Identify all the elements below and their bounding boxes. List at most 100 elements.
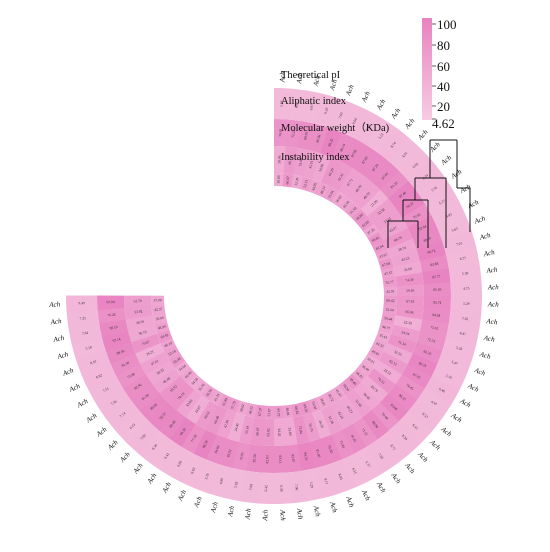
cell-value-label: 5.29 — [309, 481, 314, 488]
leaf-label: Ach — [416, 450, 430, 465]
heatmap-cell — [227, 412, 246, 442]
heatmap-cell — [299, 400, 313, 416]
heatmap-cell — [274, 119, 289, 147]
cell-value-label: 83.68 — [430, 262, 439, 268]
cell-value-label: 75.93 — [412, 212, 421, 220]
heatmap-cell — [338, 168, 363, 197]
cell-value-label: 60.70 — [288, 156, 293, 165]
heatmap-cell — [387, 334, 417, 354]
heatmap-cell — [321, 157, 343, 187]
cell-value-label: 40.23 — [346, 405, 354, 414]
heatmap-cell — [371, 338, 388, 353]
leaf-label: Ach — [344, 494, 356, 508]
leaf-label: Ach — [375, 97, 388, 112]
leaf-label: Ach — [56, 350, 70, 361]
cell-value-label: 8.47 — [459, 331, 466, 336]
heatmap-cell — [302, 150, 321, 180]
cell-value-label: 7.21 — [79, 316, 86, 321]
heatmap-cell — [105, 399, 140, 432]
cell-value-label: 7.01 — [456, 241, 463, 247]
cell-value-label: 62.12 — [389, 359, 398, 367]
heatmap-cell — [353, 446, 383, 482]
cell-value-label: 66.86 — [405, 310, 414, 315]
cell-value-label: 87.00 — [361, 156, 369, 165]
ring-legend: Theoretical pI Aliphatic index Molecular… — [281, 70, 390, 163]
heatmap-cell — [123, 295, 152, 308]
heatmap-cell — [287, 88, 308, 122]
cell-value-label: 63.02 — [266, 428, 270, 436]
heatmap-cell — [282, 173, 294, 188]
cell-value-label: 82.33 — [423, 350, 432, 357]
heatmap-cell — [320, 127, 343, 158]
cell-value-label: 37.16 — [366, 227, 375, 235]
heatmap-cell — [424, 376, 460, 406]
heatmap-cell — [431, 363, 467, 391]
heatmap-cell — [398, 410, 433, 444]
cell-value-label: 98.72 — [427, 249, 436, 255]
cell-value-label: 87.25 — [412, 372, 421, 380]
cell-value-label: 6.56 — [151, 443, 158, 451]
heatmap-cell — [164, 446, 194, 482]
heatmap-cell — [232, 441, 251, 471]
cell-value-label: 49.81 — [371, 349, 380, 357]
heatmap-cell — [323, 389, 339, 406]
cell-value-label: 5.39 — [462, 271, 469, 276]
cell-value-label: 72.22 — [291, 129, 296, 138]
heatmap-cell — [128, 324, 158, 343]
ring-label-instability-index: Instability index — [281, 152, 350, 163]
leaf-label: Ach — [403, 461, 417, 476]
cell-value-label: 4.75 — [463, 287, 470, 291]
cell-value-label: 42.91 — [386, 289, 394, 293]
heatmap-cell — [360, 375, 389, 403]
colorbar-tick-label-20: 20 — [437, 99, 450, 114]
heatmap-cell — [341, 103, 369, 139]
cell-value-label: 67.61 — [406, 299, 414, 303]
leaf-label: Ach — [485, 317, 498, 326]
cell-value-label: 56.44 — [384, 316, 393, 322]
leaf-label: Ach — [360, 488, 372, 503]
leaf-label: Ach — [458, 397, 473, 410]
heatmap-cell — [88, 375, 124, 405]
cell-value-label: 6.42 — [163, 452, 170, 460]
heatmap-cell — [282, 404, 294, 419]
heatmap-cell — [158, 409, 186, 440]
cell-value-label: 50.56 — [205, 388, 213, 397]
colorbar-gradient — [422, 18, 432, 120]
heatmap-cell — [285, 444, 302, 473]
heatmap-cell — [312, 153, 332, 183]
cell-value-label: 5.78 — [204, 473, 210, 480]
cell-value-label: 64.48 — [213, 415, 220, 424]
heatmap-cell — [179, 453, 207, 489]
cell-value-label: 30.06 — [277, 155, 281, 163]
leaf-label: Ach — [449, 411, 464, 425]
heatmap-cell — [261, 418, 274, 447]
cell-value-label: 43.16 — [342, 200, 350, 209]
cell-value-label: 81.33 — [390, 181, 399, 190]
heatmap-cell — [314, 464, 339, 499]
leaf-label: Ach — [482, 248, 496, 258]
cell-value-label: 8.10 — [90, 359, 97, 365]
heatmap-cell — [367, 368, 396, 394]
cell-value-label: 81.38 — [121, 361, 130, 368]
cell-value-label: 70.15 — [377, 377, 386, 385]
heatmap-cell — [417, 173, 452, 204]
heatmap-cell — [422, 268, 451, 285]
cell-value-label: 8.00 — [337, 473, 343, 480]
cell-value-label: 66.82 — [294, 406, 300, 415]
cell-value-label: 5.27 — [438, 199, 446, 206]
cell-value-label: 53.92 — [134, 309, 143, 314]
heatmap-cell — [125, 314, 155, 332]
heatmap-rings — [65, 88, 483, 505]
cell-value-label: 74.30 — [405, 278, 414, 283]
cell-value-label: 6.51 — [351, 467, 357, 475]
cell-value-label: 51.04 — [298, 158, 304, 167]
heatmap-cell — [201, 384, 217, 401]
cell-value-label: 36.16 — [138, 330, 147, 336]
cell-value-label: 89.06 — [149, 402, 158, 411]
heatmap-cell — [302, 412, 321, 442]
cell-value-label: 42.07 — [389, 226, 398, 234]
cell-value-label: 58.94 — [342, 383, 350, 392]
heatmap-cell — [290, 402, 303, 418]
cell-value-label: 91.83 — [327, 445, 334, 454]
cell-value-label: 72.84 — [298, 426, 304, 435]
